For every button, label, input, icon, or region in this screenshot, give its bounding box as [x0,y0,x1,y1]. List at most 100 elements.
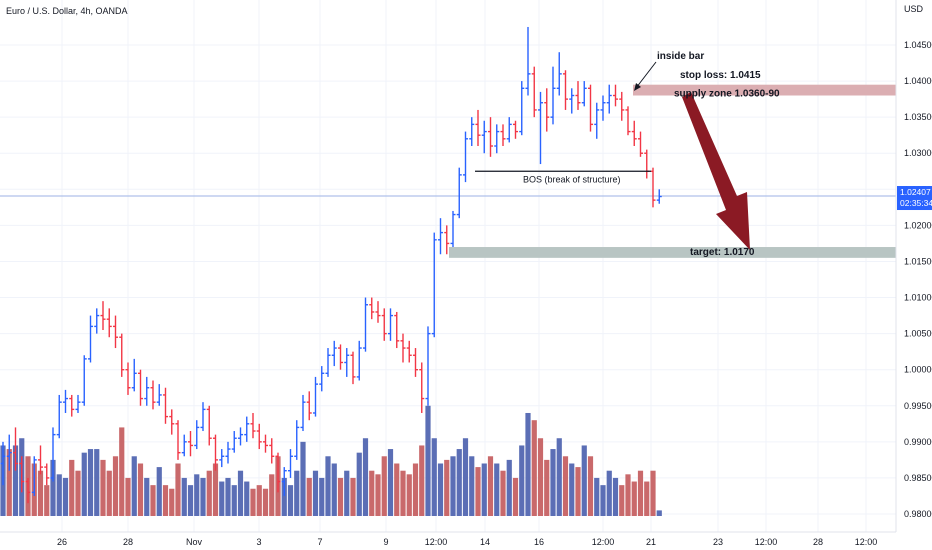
ohlc-bar [331,340,337,367]
volume-bar [619,485,625,516]
volume-bar [144,477,150,516]
ohlc-bar [594,102,600,139]
volume-bar [437,463,444,516]
volume-bar [350,477,356,516]
volume-bar [419,445,425,516]
volume-bar [544,459,550,516]
ohlc-bar [656,189,662,204]
volume-bar [219,481,225,516]
volume-bar [262,488,269,516]
ohlc-bar [438,218,443,255]
ohlc-bar [325,348,331,377]
ohlc-bar [313,376,318,417]
ohlc-layer [0,26,662,504]
volume-bar [269,474,275,516]
ohlc-bar [538,91,543,165]
last-price-badge: 1.02407 02:35:34 [897,186,932,211]
ohlc-bar [388,308,393,341]
inside-bar-pointer-head [634,83,641,91]
volume-bar [306,477,312,516]
volume-bar [62,477,69,516]
volume-bar [137,463,144,516]
volume-bar [550,449,556,516]
volume-bar [212,463,219,516]
volume-bar [625,474,631,516]
volume-bar [594,477,600,516]
volume-bar [231,485,237,516]
volume-bar [469,456,475,516]
volume-bar [169,488,175,516]
ohlc-bar [375,301,381,323]
ohlc-bar [294,420,300,460]
volume-bar [431,438,437,516]
volume-bar [362,438,369,516]
volume-bar [562,456,569,516]
time-tick-label: 3 [256,537,261,547]
volume-bar [587,456,594,516]
grid [0,0,896,532]
ohlc-bar [181,434,187,457]
volume-bar [256,485,262,516]
volume-bar [425,405,431,516]
volume-bar [519,445,525,516]
ohlc-bar [94,308,100,334]
ohlc-bar [13,427,18,471]
ohlc-bar [281,467,287,496]
volume-bar [194,474,200,516]
ohlc-bar [463,131,468,183]
time-tick-label: 23 [713,537,723,547]
volume-bar [644,481,650,516]
volume-bar [112,456,119,516]
ohlc-bar [19,456,25,493]
time-tick-label: 28 [813,537,823,547]
ohlc-bar [150,380,156,410]
ohlc-bar [581,81,587,107]
time-tick-label: 9 [383,537,388,547]
ohlc-bar [525,26,531,96]
ohlc-bar [356,340,362,381]
supply-zone-label: supply zone 1.0360-90 [674,89,780,100]
volume-bar [131,456,137,516]
target-zone-box [449,247,896,258]
ohlc-bar [475,109,481,147]
ohlc-bar [131,358,137,392]
ohlc-bar [394,311,400,349]
volume-bar [244,481,250,516]
volume-bar [512,477,519,516]
ohlc-bar [88,315,93,363]
time-axis[interactable]: 26 28 Nov 3 7 9 12:00 14 16 12:00 21 23 12:00 28 12:00 [57,537,877,547]
volume-bar [394,463,400,516]
volume-bar [181,477,187,516]
volume-bar [200,477,206,516]
volume-bar [575,467,581,516]
time-tick-label: Nov [186,537,203,547]
volume-bar [150,485,156,516]
time-tick-label: 26 [57,537,67,547]
volume-bar [475,467,481,516]
ohlc-bar [138,369,143,406]
ohlc-bar [188,431,193,457]
volume-bar [481,463,487,516]
volume-bar [581,445,587,516]
volume-bar [87,449,94,516]
target-label: target: 1.0170 [690,247,755,258]
ohlc-bar [425,326,431,406]
ohlc-bar [606,84,612,114]
ohlc-bar [50,427,56,482]
ohlc-bar [481,120,487,154]
ohlc-bar [0,441,6,486]
ohlc-bar [519,81,525,136]
price-tick-label: 1.04500 [904,40,932,50]
ohlc-bar [319,366,325,392]
volume-bar [106,470,112,516]
volume-bar [281,477,287,516]
volume-bar [156,467,162,516]
volume-bar [100,459,106,516]
volume-bar [450,456,456,516]
ohlc-bar [244,416,250,442]
volume-bar [637,470,644,516]
price-tick-label: 1.00500 [904,329,932,339]
ohlc-bar [363,297,368,352]
